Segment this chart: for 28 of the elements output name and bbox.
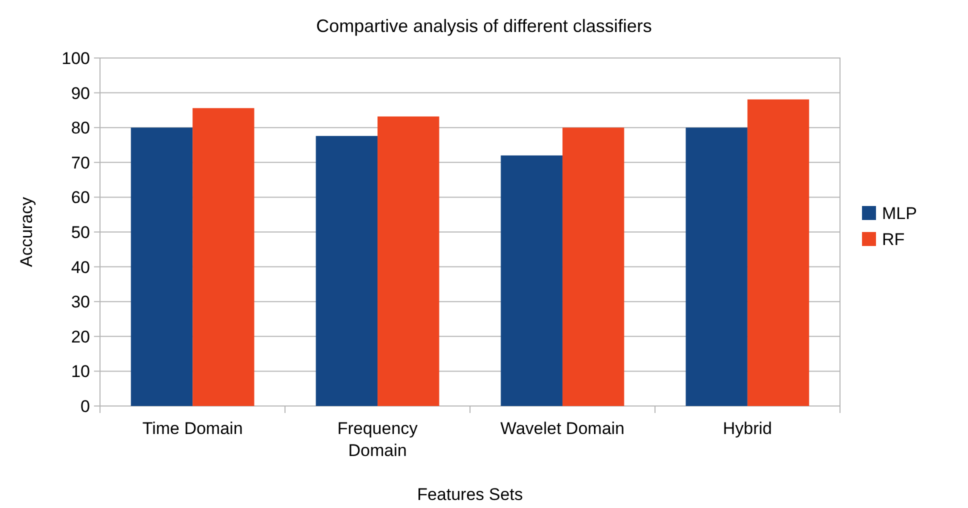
bar bbox=[378, 116, 440, 406]
chart-title: Compartive analysis of different classifiers bbox=[316, 16, 652, 36]
bar bbox=[316, 136, 378, 406]
bar bbox=[562, 128, 624, 406]
bar bbox=[500, 155, 562, 406]
x-tick-label: Hybrid bbox=[722, 419, 772, 438]
bar bbox=[686, 128, 748, 406]
bar bbox=[192, 108, 254, 406]
y-tick-label: 0 bbox=[80, 396, 90, 416]
y-tick-label: 30 bbox=[71, 292, 90, 312]
x-tick-label: Wavelet Domain bbox=[500, 419, 625, 438]
y-tick-label: 10 bbox=[71, 362, 90, 382]
legend-label: RF bbox=[882, 230, 905, 249]
y-tick-label: 70 bbox=[71, 153, 90, 172]
y-tick-label: 80 bbox=[71, 118, 90, 138]
x-tick-label: Time Domain bbox=[142, 419, 243, 438]
bar bbox=[747, 99, 810, 406]
y-tick-label: 20 bbox=[71, 327, 90, 346]
legend-label: MLP bbox=[882, 204, 917, 223]
x-axis-title: Features Sets bbox=[417, 485, 523, 504]
y-axis-title: Accuracy bbox=[17, 196, 36, 267]
y-tick-label: 60 bbox=[71, 188, 90, 208]
y-tick-label: 90 bbox=[71, 84, 90, 103]
bar bbox=[130, 128, 193, 406]
y-tick-label: 50 bbox=[71, 222, 90, 242]
x-tick-label: Frequency Domain bbox=[337, 419, 418, 460]
y-tick-label: 100 bbox=[62, 48, 90, 68]
y-tick-label: 40 bbox=[71, 258, 90, 277]
